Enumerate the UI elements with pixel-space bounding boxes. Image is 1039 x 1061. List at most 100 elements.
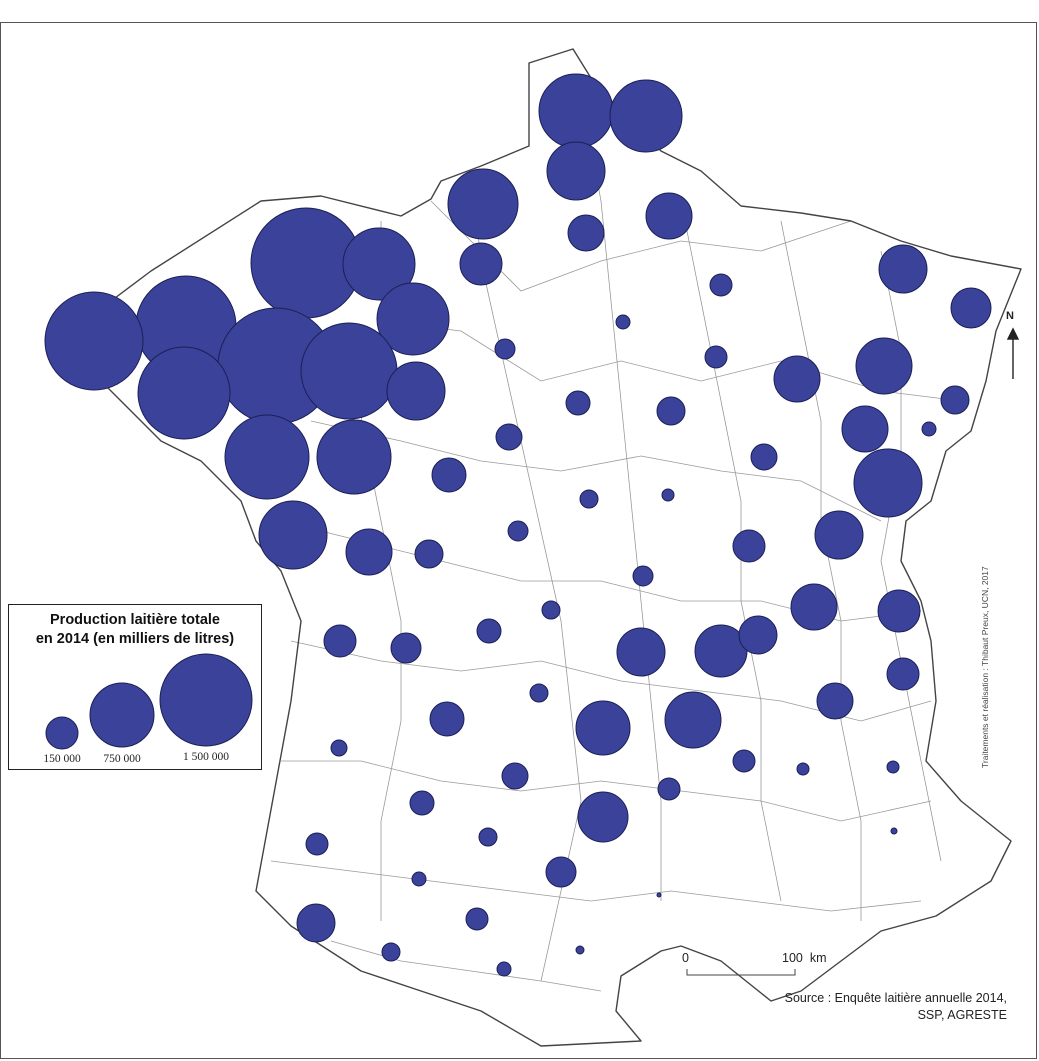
production-circle [632,565,654,587]
production-circle [545,856,577,888]
production-circle [459,242,503,286]
production-circle [732,529,766,563]
source-line2: SSP, AGRESTE [917,1008,1007,1022]
scale-unit: km [809,951,827,965]
production-circle [296,903,336,943]
production-circle [447,168,519,240]
production-circle [546,141,606,201]
production-circle [386,361,446,421]
production-circle [890,827,898,835]
legend-title-line2: en 2014 (en milliers de litres) [35,631,235,647]
production-circle [137,346,231,440]
production-circle [390,632,422,664]
production-circle [656,396,686,426]
production-circle [478,827,498,847]
production-circle [950,287,992,329]
production-circle [616,627,666,677]
production-circle [411,871,427,887]
legend-circle-medium [89,682,155,748]
production-circle [575,945,585,955]
production-circle [575,700,631,756]
production-circle [738,615,778,655]
production-circle [465,907,489,931]
source-note: Source : Enquête laitière annuelle 2014,… [785,990,1007,1024]
source-line1: Source : Enquête laitière annuelle 2014, [784,991,1007,1005]
legend-label-small: 150 000 [43,753,81,765]
production-circle [940,385,970,415]
production-circle [886,760,900,774]
production-circle [507,520,529,542]
scale-bar [686,969,796,976]
production-circle [330,739,348,757]
production-circle [494,338,516,360]
france-mainland [50,48,1022,1047]
production-circle [853,448,923,518]
production-circle [877,589,921,633]
production-circle [790,583,838,631]
production-circle [376,282,450,356]
production-circle [409,790,435,816]
legend: Production laitière totale en 2014 (en m… [8,604,262,770]
production-circle [579,489,599,509]
map-frame [0,22,1037,1059]
france-map [44,48,1022,1047]
north-label: N [1006,310,1014,322]
production-circle [495,423,523,451]
legend-label-medium: 750 000 [103,753,141,765]
production-circle [496,961,512,977]
production-circle [609,79,683,153]
production-circle [316,419,392,495]
legend-circle-small [45,716,79,750]
production-circle [841,405,889,453]
production-circle [429,701,465,737]
production-circle [538,73,614,149]
production-circle [345,528,393,576]
production-circle [305,832,329,856]
credit-text: Traitements et réalisation : Thibaut Pre… [980,566,990,768]
production-circle [577,791,629,843]
production-circle [656,892,662,898]
legend-symbols [45,653,253,750]
production-circle [381,942,401,962]
legend-label-large: 1 500 000 [183,751,229,763]
scale-max-value: 100 [782,951,803,965]
production-circle [750,443,778,471]
production-circle [704,345,728,369]
north-arrow-icon [1006,327,1020,379]
production-circle [44,291,144,391]
production-circle [323,624,357,658]
production-circle [224,414,310,500]
production-circle [878,244,928,294]
production-circle [732,749,756,773]
production-circle [258,500,328,570]
production-circle [567,214,605,252]
legend-title: Production laitière totale en 2014 (en m… [9,611,261,649]
department-boundaries [270,90,962,992]
production-circle [796,762,810,776]
production-circle [886,657,920,691]
legend-circle-large [159,653,253,747]
production-circle [661,488,675,502]
production-circle [342,227,416,301]
legend-title-line1: Production laitière totale [50,612,220,628]
production-circle [565,390,591,416]
production-circle [816,682,854,720]
production-circle [541,600,561,620]
production-circle [615,314,631,330]
scale-label-max: 100 km [782,951,826,965]
production-circle [645,192,693,240]
production-circle [476,618,502,644]
production-circle [709,273,733,297]
production-circle [657,777,681,801]
production-circle [431,457,467,493]
production-circle [773,355,821,403]
production-circles [44,73,992,977]
production-circle [529,683,549,703]
production-circle [501,762,529,790]
production-circle [814,510,864,560]
production-circle [300,322,398,420]
production-circle [921,421,937,437]
production-circle [664,691,722,749]
scale-label-zero: 0 [682,951,689,965]
production-circle [414,539,444,569]
